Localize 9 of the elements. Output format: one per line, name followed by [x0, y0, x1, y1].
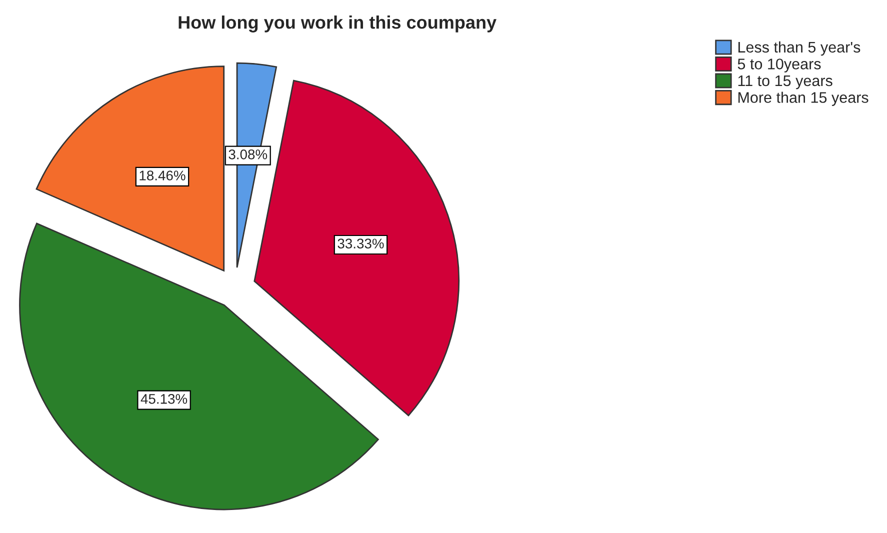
legend-label: Less than 5 year's	[738, 41, 860, 56]
legend-label: 11 to 15 years	[738, 75, 832, 90]
legend-label: More than 15 years	[738, 92, 868, 106]
data-label: 33.33%	[338, 238, 384, 248]
chart-title: How long you work in this coumpany	[178, 16, 496, 32]
legend-label: 5 to 10years	[738, 58, 821, 72]
data-label: 18.46%	[140, 170, 186, 180]
data-label: 45.13%	[140, 394, 188, 404]
data-label: 3.08%	[228, 149, 268, 160]
